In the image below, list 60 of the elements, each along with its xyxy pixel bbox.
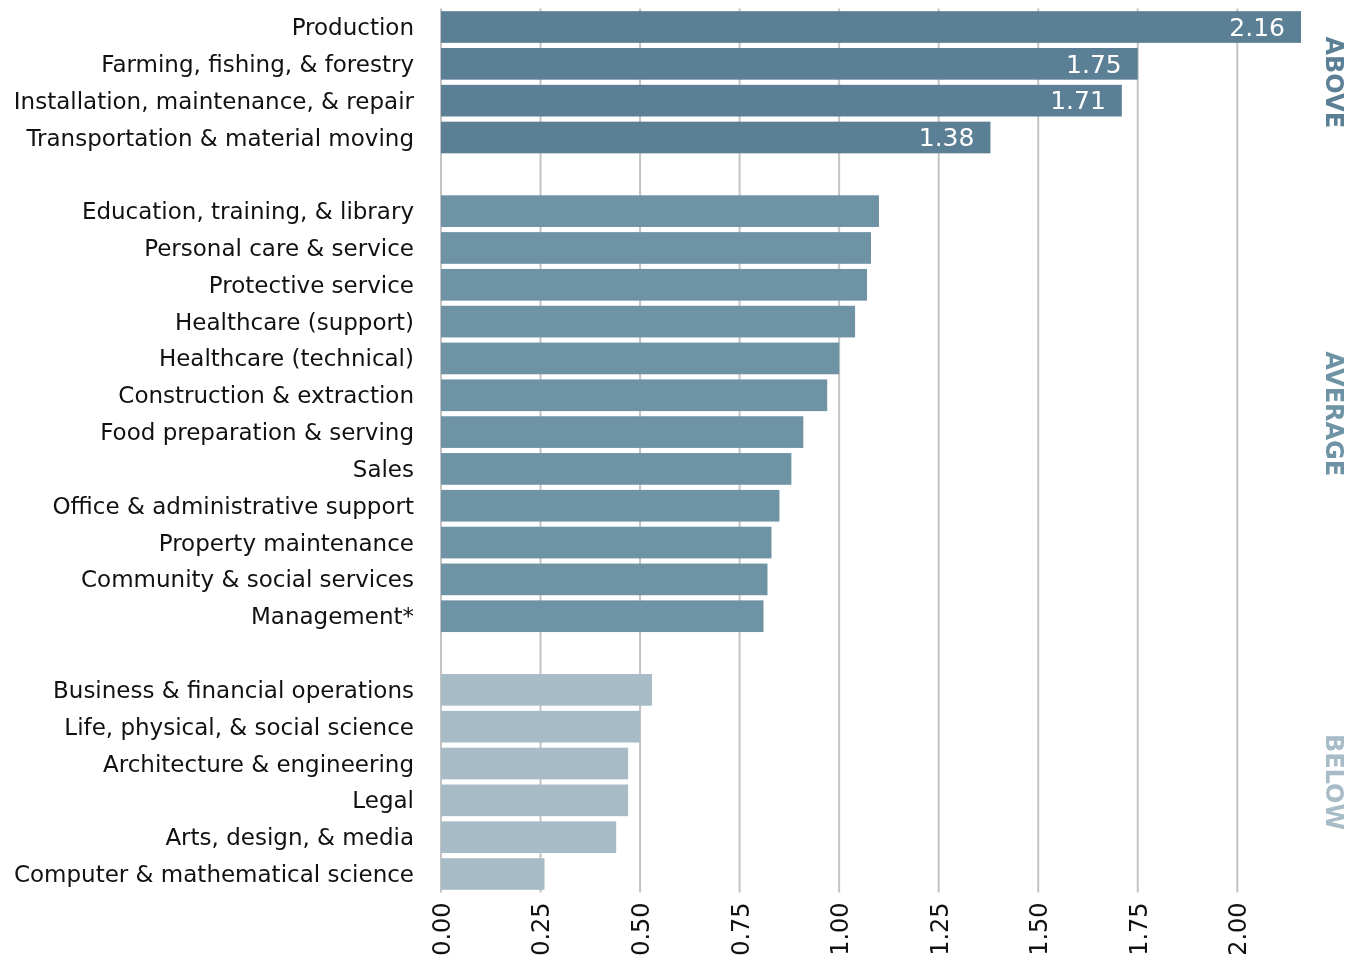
- y-tick-label: Installation, maintenance, & repair: [13, 87, 415, 114]
- bar: [441, 563, 768, 596]
- bar: [441, 600, 764, 633]
- bar: [441, 674, 653, 706]
- bar: [441, 195, 879, 227]
- text: ABOVE: [1320, 36, 1348, 129]
- bar: [441, 232, 871, 264]
- bar: [441, 121, 991, 154]
- bar: [441, 379, 828, 412]
- bar: [441, 342, 840, 375]
- y-tick-label: Arts, design, & media: [165, 824, 414, 851]
- y-tick-label: Community & social services: [81, 566, 414, 593]
- x-tick-label: 0.50: [626, 902, 655, 956]
- bar: [441, 11, 1301, 43]
- bar: [441, 48, 1138, 80]
- y-tick-label: Healthcare (support): [175, 308, 414, 335]
- y-tick-label: Education, training, & library: [81, 198, 414, 225]
- y-tick-label: Property maintenance: [158, 529, 414, 556]
- text: AVERAGE: [1320, 351, 1348, 477]
- data-label: 1.38: [918, 123, 975, 153]
- x-tick-label: 1.25: [925, 902, 954, 956]
- y-tick-label: Legal: [352, 787, 414, 814]
- y-tick-label: Farming, fishing, & forestry: [101, 50, 414, 77]
- y-tick-label: Food preparation & serving: [100, 419, 414, 446]
- text: BELOW: [1320, 733, 1348, 830]
- bar: [441, 526, 772, 559]
- bar: [441, 489, 780, 522]
- y-tick-label: Personal care & service: [144, 235, 414, 262]
- bar: [441, 268, 868, 301]
- bar: [441, 84, 1122, 117]
- data-label: 1.71: [1050, 86, 1106, 116]
- bar: [441, 747, 629, 780]
- y-tick-label: Healthcare (technical): [158, 345, 414, 372]
- x-tick-label: 2.00: [1224, 902, 1253, 956]
- y-tick-label: Protective service: [208, 271, 414, 298]
- y-tick-label: Life, physical, & social science: [64, 713, 414, 740]
- y-tick-label: Construction & extraction: [118, 382, 414, 409]
- y-tick-label: Office & administrative support: [52, 492, 414, 519]
- y-tick-label: Computer & mathematical science: [13, 861, 414, 888]
- bar: [441, 416, 804, 448]
- x-tick-label: 0.00: [427, 902, 456, 956]
- bar: [441, 784, 629, 817]
- y-tick-label: Management*: [250, 603, 414, 630]
- y-tick-label: Sales: [352, 455, 414, 482]
- y-tick-label: Architecture & engineering: [103, 750, 414, 777]
- y-tick-label: Business & financial operations: [53, 676, 414, 703]
- bar: [441, 710, 641, 743]
- x-tick-label: 1.50: [1025, 902, 1054, 956]
- x-tick-label: 0.75: [726, 902, 755, 956]
- bar: [441, 305, 856, 338]
- x-tick-label: 0.25: [527, 902, 556, 956]
- bar: [441, 858, 545, 890]
- data-label: 1.75: [1066, 49, 1122, 79]
- bar: [441, 821, 617, 853]
- y-tick-label: Transportation & material moving: [25, 124, 414, 151]
- x-tick-label: 1.00: [826, 902, 855, 956]
- data-label: 2.16: [1229, 12, 1285, 42]
- y-tick-label: Production: [291, 14, 414, 41]
- x-tick-label: 1.75: [1124, 902, 1153, 956]
- bar: [441, 453, 792, 485]
